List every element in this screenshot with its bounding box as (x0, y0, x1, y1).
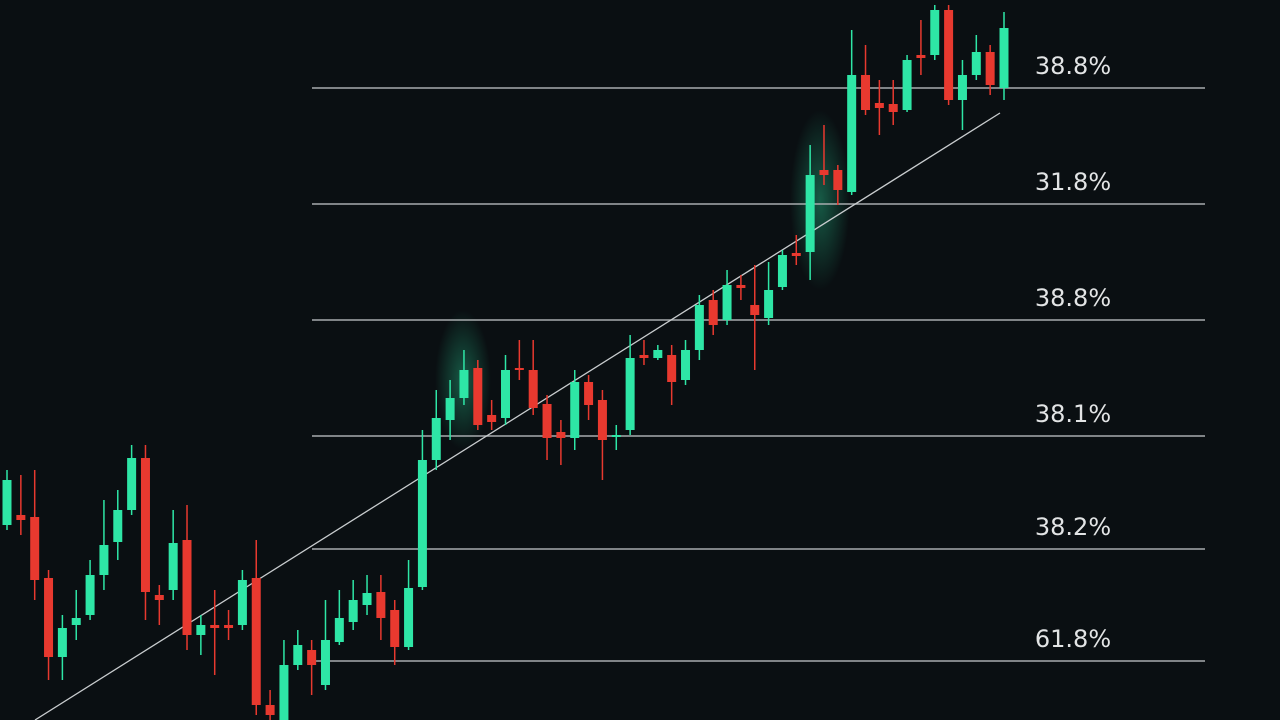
candle-body (681, 350, 691, 380)
candle-body (459, 370, 469, 398)
candle-body (764, 290, 774, 318)
level-label: 38.8% (1035, 284, 1111, 312)
level-label: 31.8% (1035, 168, 1111, 196)
candle-body (791, 253, 801, 256)
candle-body (528, 370, 538, 408)
candle-body (957, 75, 967, 100)
candle-body (985, 52, 995, 85)
level-label: 38.8% (1035, 52, 1111, 80)
candle-body (819, 170, 829, 175)
candle-body (127, 458, 137, 510)
candle-body (168, 543, 178, 590)
candle-body (320, 640, 330, 685)
candle-body (307, 650, 317, 665)
candle-body (833, 170, 843, 190)
candle-body (376, 592, 386, 618)
level-label: 38.2% (1035, 513, 1111, 541)
candle-body (140, 458, 150, 592)
candle-body (930, 10, 940, 55)
level-label: 61.8% (1035, 625, 1111, 653)
candle-body (625, 358, 635, 430)
candle-body (639, 355, 649, 358)
candle-body (902, 60, 912, 110)
candle-body (874, 103, 884, 108)
candle-body (44, 578, 54, 657)
candle-body (667, 355, 677, 382)
candle-body (279, 665, 289, 720)
candle-body (722, 285, 732, 320)
candle-body (542, 404, 552, 438)
candle-body (611, 435, 621, 437)
candle-body (30, 517, 40, 580)
candle-body (584, 382, 594, 405)
candle-body (708, 300, 718, 325)
candle-body (196, 625, 206, 635)
candle-body (182, 540, 192, 635)
candle-body (777, 255, 787, 287)
candle-body (653, 350, 663, 358)
levels: 38.8% 31.8% 38.8% 38.1% 38.2% 61.8% (312, 52, 1205, 662)
candle-body (251, 578, 261, 705)
candle-body (210, 625, 220, 628)
candle-body (597, 400, 607, 440)
candle-body (293, 645, 303, 665)
candle-body (362, 593, 372, 605)
candle-body (861, 75, 871, 110)
candle-body (971, 52, 981, 75)
candle-body (514, 368, 524, 370)
candle-body (390, 610, 400, 647)
candle-body (805, 175, 815, 252)
candle-body (487, 415, 497, 422)
glow (790, 110, 850, 290)
candle-body (85, 575, 95, 615)
candle-body (417, 460, 427, 587)
trend-line (34, 112, 1001, 720)
candles (2, 5, 1009, 720)
candle-body (473, 368, 483, 425)
candle-body (71, 618, 81, 625)
candle-body (404, 588, 414, 647)
candle-body (2, 480, 12, 525)
candle-body (445, 398, 455, 420)
candle-body (736, 285, 746, 288)
candle-body (570, 382, 580, 438)
candle-body (944, 10, 954, 100)
candle-body (847, 75, 857, 192)
candle-body (556, 432, 566, 438)
candle-body (237, 580, 247, 625)
candle-body (99, 545, 109, 575)
candle-body (999, 28, 1009, 88)
candle-body (57, 628, 67, 657)
candle-body (113, 510, 123, 542)
candle-body (265, 705, 275, 715)
candle-body (501, 370, 510, 418)
candle-body (750, 305, 760, 315)
candle-body (154, 595, 164, 600)
candle-body (431, 418, 441, 460)
candle-body (334, 618, 344, 642)
level-label: 38.1% (1035, 400, 1111, 428)
candle-body (916, 55, 926, 58)
candle-body (694, 305, 704, 350)
candle-body (16, 515, 26, 520)
candle-body (348, 600, 358, 622)
candle-body (888, 104, 898, 112)
candle-body (224, 625, 234, 628)
